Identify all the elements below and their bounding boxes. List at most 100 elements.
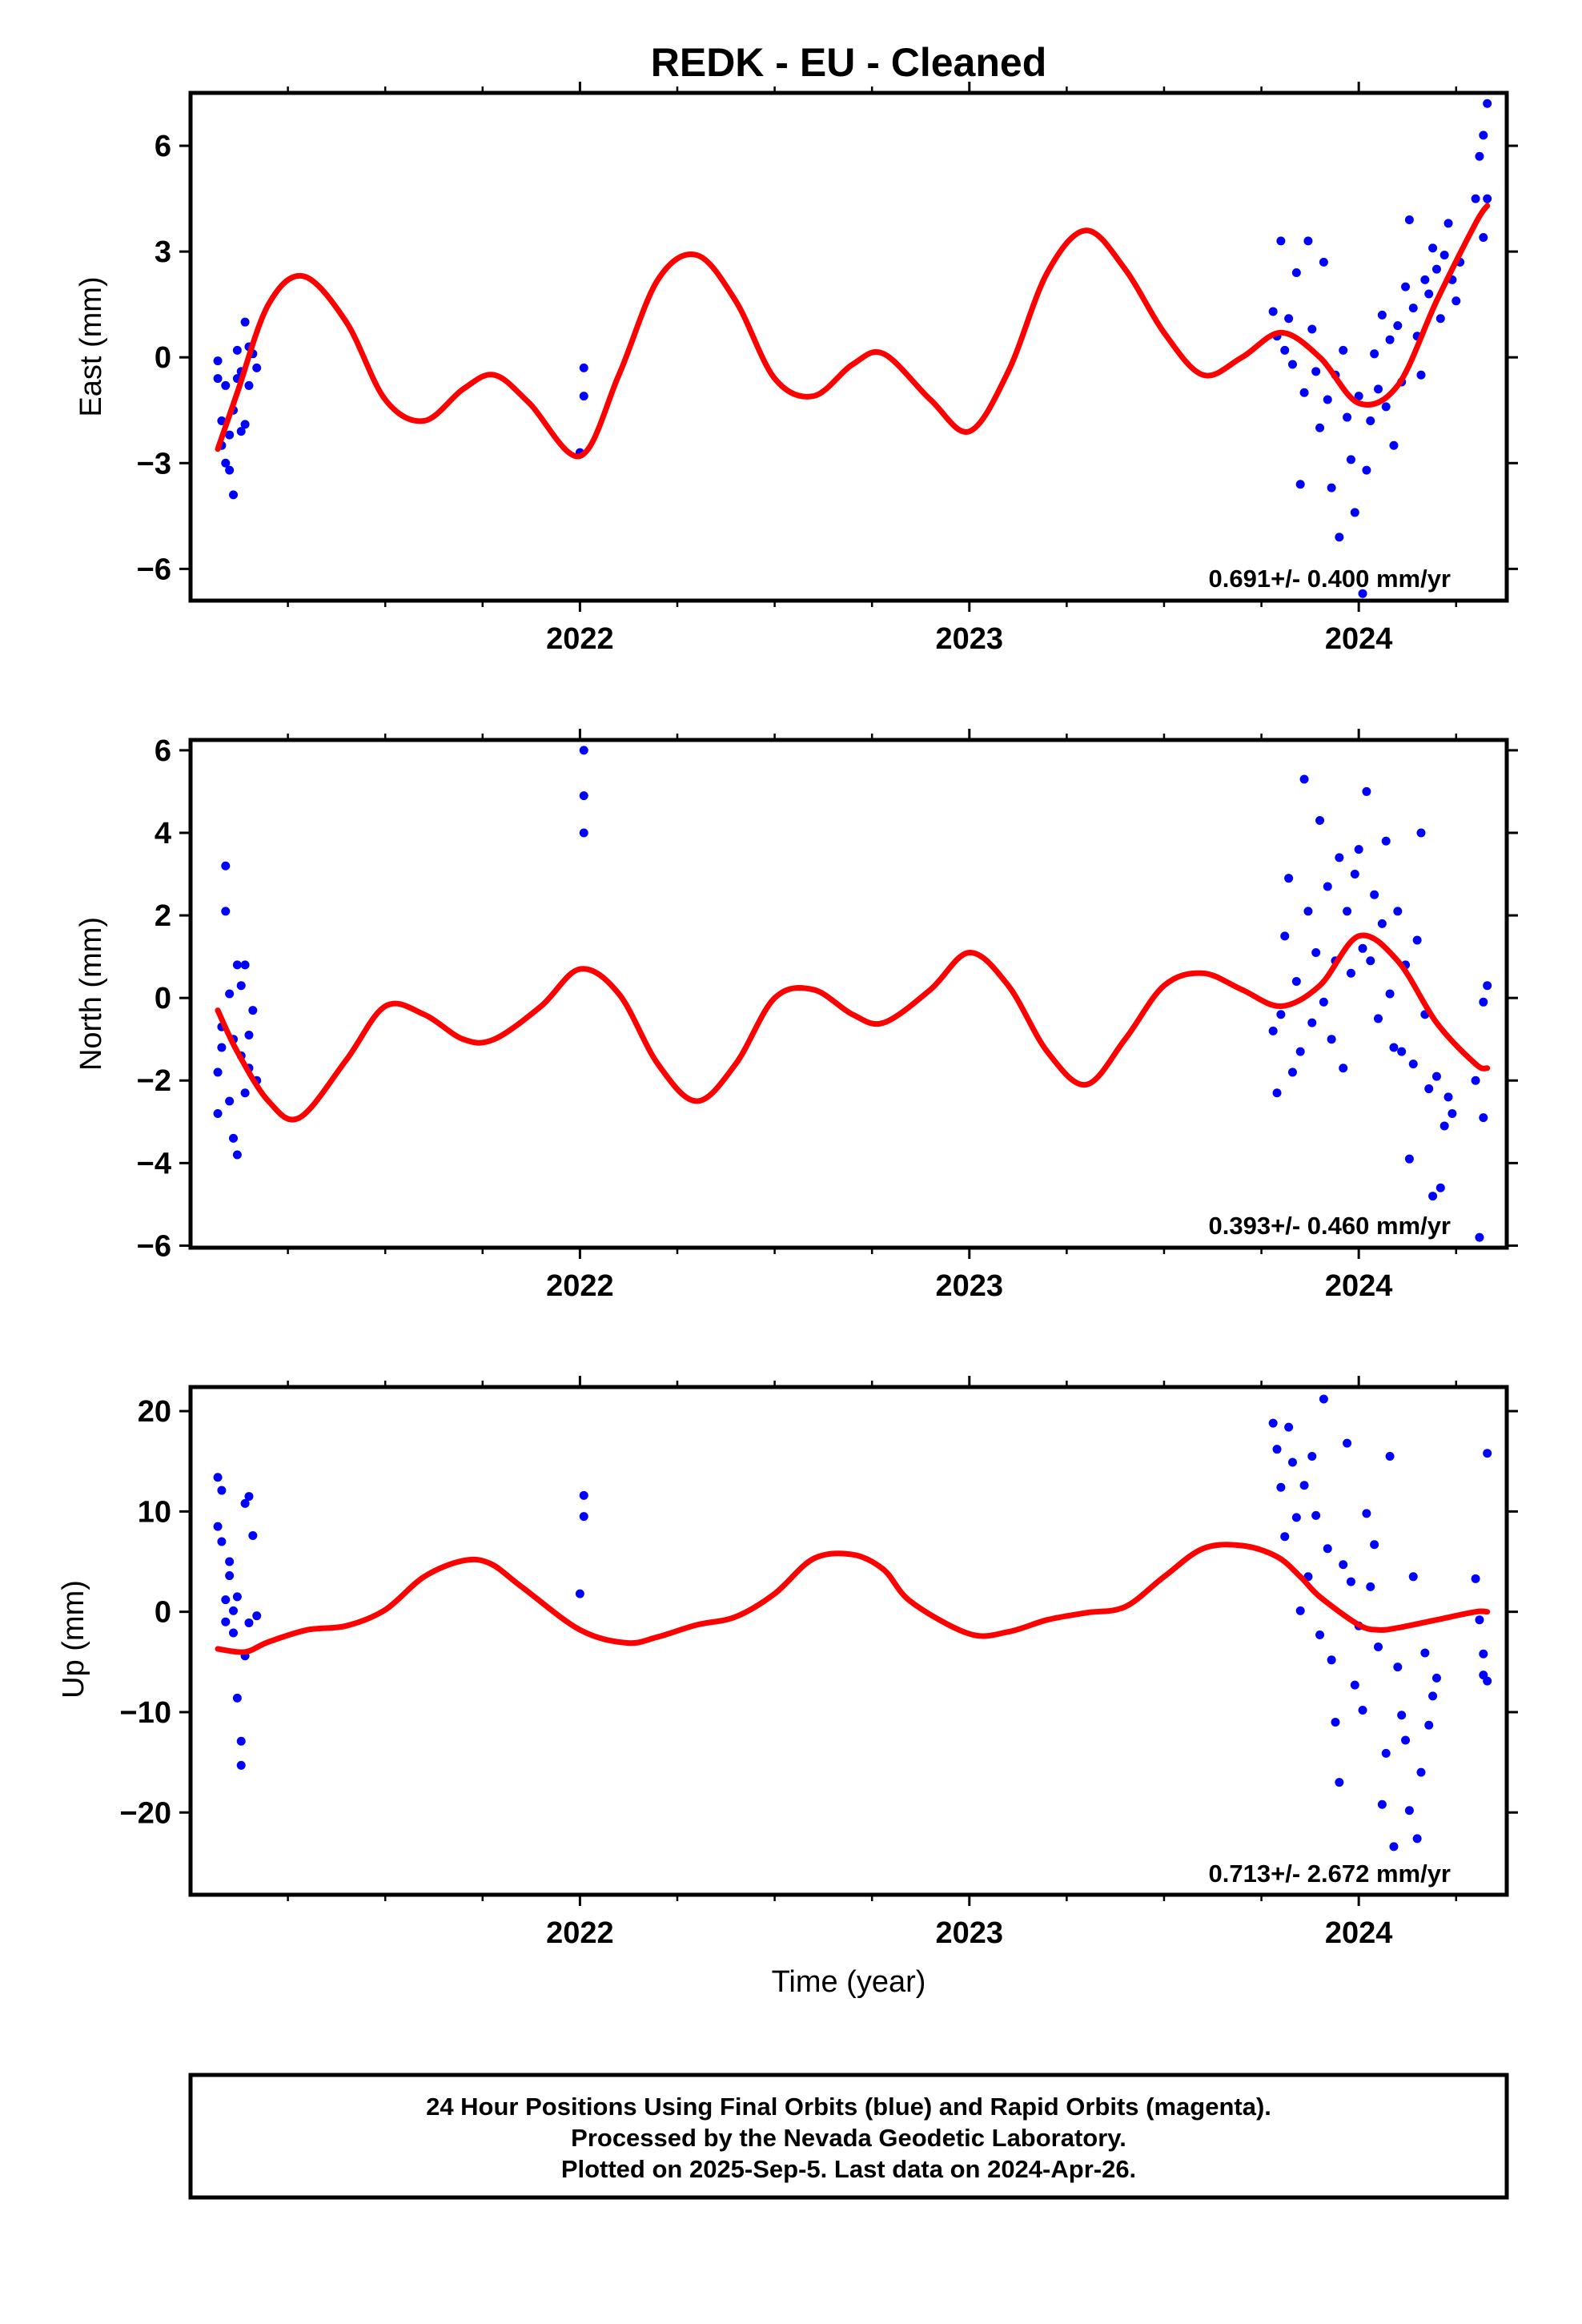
east-xtick-label: 2023 [936, 622, 1004, 656]
up-data-point [1339, 1560, 1348, 1570]
north-data-point [225, 989, 235, 999]
north-data-point [1428, 1192, 1438, 1201]
up-panel: Up (mm) 0.713+/- 2.672 mm/yr −20 −10 0 10 20… [57, 1376, 1518, 1950]
north-data-point [1416, 828, 1426, 838]
north-rate-label: 0.393+/- 0.460 mm/yr [1209, 1212, 1451, 1240]
up-data-point [248, 1530, 258, 1540]
east-data-point [1303, 236, 1313, 246]
east-frame [188, 90, 1509, 603]
up-xtick-label: 2023 [936, 1916, 1004, 1950]
footer-box: 24 Hour Positions Using Final Orbits (bl… [188, 2073, 1509, 2200]
north-data-point [1268, 1026, 1278, 1035]
east-data-point [1428, 243, 1438, 253]
east-data-point [1268, 307, 1278, 316]
up-xtick-label: 2022 [546, 1916, 614, 1950]
up-data-point [221, 1595, 231, 1605]
north-data-point [1435, 1183, 1445, 1192]
up-data-point [1331, 1717, 1340, 1727]
up-data-point [1389, 1842, 1399, 1852]
east-data-point [1295, 480, 1305, 489]
north-data-point [232, 960, 242, 970]
north-data-point [1272, 1088, 1282, 1098]
up-data-point [229, 1628, 239, 1638]
north-frame [188, 738, 1509, 1250]
north-data-point [1377, 919, 1387, 928]
east-ytick-label: −6 [137, 553, 171, 586]
north-ytick-label: −4 [137, 1147, 171, 1180]
up-data-point [1343, 1438, 1352, 1448]
up-data-point [1307, 1451, 1317, 1461]
north-data-point [1366, 956, 1375, 966]
north-ylabel: North (mm) [74, 917, 108, 1071]
up-data-point [1272, 1445, 1282, 1454]
up-data-point [1327, 1655, 1336, 1665]
north-ytick-label: −2 [137, 1064, 171, 1098]
north-data-point [1354, 845, 1363, 854]
up-data-point [236, 1736, 246, 1746]
east-data-point [221, 380, 231, 390]
up-data-point [1404, 1806, 1414, 1815]
up-data-point [1401, 1735, 1411, 1745]
north-data-point [1408, 1059, 1418, 1069]
north-data-point [213, 1108, 223, 1118]
east-data-point [229, 490, 239, 500]
up-data-point [1377, 1799, 1387, 1809]
footer-line-1: 24 Hour Positions Using Final Orbits (bl… [426, 2093, 1271, 2121]
north-data-point [1346, 968, 1355, 978]
up-data-point [225, 1571, 235, 1581]
east-data-point [1483, 99, 1492, 108]
north-data-point [1287, 1068, 1297, 1077]
north-data-point [229, 1133, 239, 1143]
north-data-point [1439, 1121, 1449, 1131]
up-data-point [236, 1760, 246, 1770]
north-data-point [221, 861, 231, 870]
up-data-point [1291, 1513, 1301, 1522]
east-data-point [1276, 236, 1286, 246]
north-data-point [225, 1096, 235, 1106]
up-ytick-label: 0 [155, 1596, 171, 1630]
east-panel: East (mm) 0.691+/- 0.400 mm/yr −6 −3 0 3 6 20… [74, 82, 1518, 656]
north-xtick-label: 2023 [936, 1269, 1004, 1303]
up-data-point [1373, 1642, 1383, 1652]
east-data-point [1315, 423, 1325, 432]
east-data-point [1401, 282, 1411, 292]
up-data-point [575, 1589, 584, 1598]
north-data-point [1397, 1047, 1407, 1056]
up-data-point [1276, 1482, 1286, 1492]
north-data-point [1385, 989, 1395, 999]
north-data-point [1311, 947, 1321, 957]
up-data-point [240, 1498, 250, 1508]
up-data-point [1420, 1648, 1430, 1658]
up-data-point [225, 1557, 235, 1566]
north-xtick-label: 2024 [1325, 1269, 1393, 1303]
up-data-point [244, 1492, 254, 1502]
north-ytick-label: −6 [137, 1229, 171, 1263]
up-data-point [1295, 1606, 1305, 1615]
east-data-point [1408, 304, 1418, 313]
up-data-point [232, 1693, 242, 1703]
up-data-point [579, 1512, 588, 1522]
up-frame [188, 1385, 1509, 1897]
north-data-point [1404, 1154, 1414, 1164]
east-data-point [1452, 296, 1461, 306]
north-data-point [240, 1088, 250, 1098]
east-data-point [1431, 264, 1441, 274]
east-data-point [1339, 345, 1348, 355]
up-data-point [217, 1486, 227, 1495]
north-data-point [1362, 786, 1371, 796]
east-data-point [225, 430, 235, 440]
north-data-point [1443, 1092, 1453, 1102]
north-data-point [1315, 816, 1325, 826]
north-data-point [221, 907, 231, 916]
east-data-point [1307, 324, 1317, 334]
east-data-point [1335, 533, 1344, 542]
east-xtick-label: 2024 [1325, 622, 1393, 656]
east-data-point [1439, 251, 1449, 260]
east-data-point [1280, 345, 1290, 355]
east-data-point [1319, 257, 1328, 267]
footer-line-3: Plotted on 2025-Sep-5. Last data on 2024… [561, 2155, 1136, 2183]
east-data-point [1366, 416, 1375, 425]
east-data-point [1385, 335, 1395, 344]
east-data-point [1346, 455, 1355, 464]
north-data-point [1319, 997, 1328, 1007]
